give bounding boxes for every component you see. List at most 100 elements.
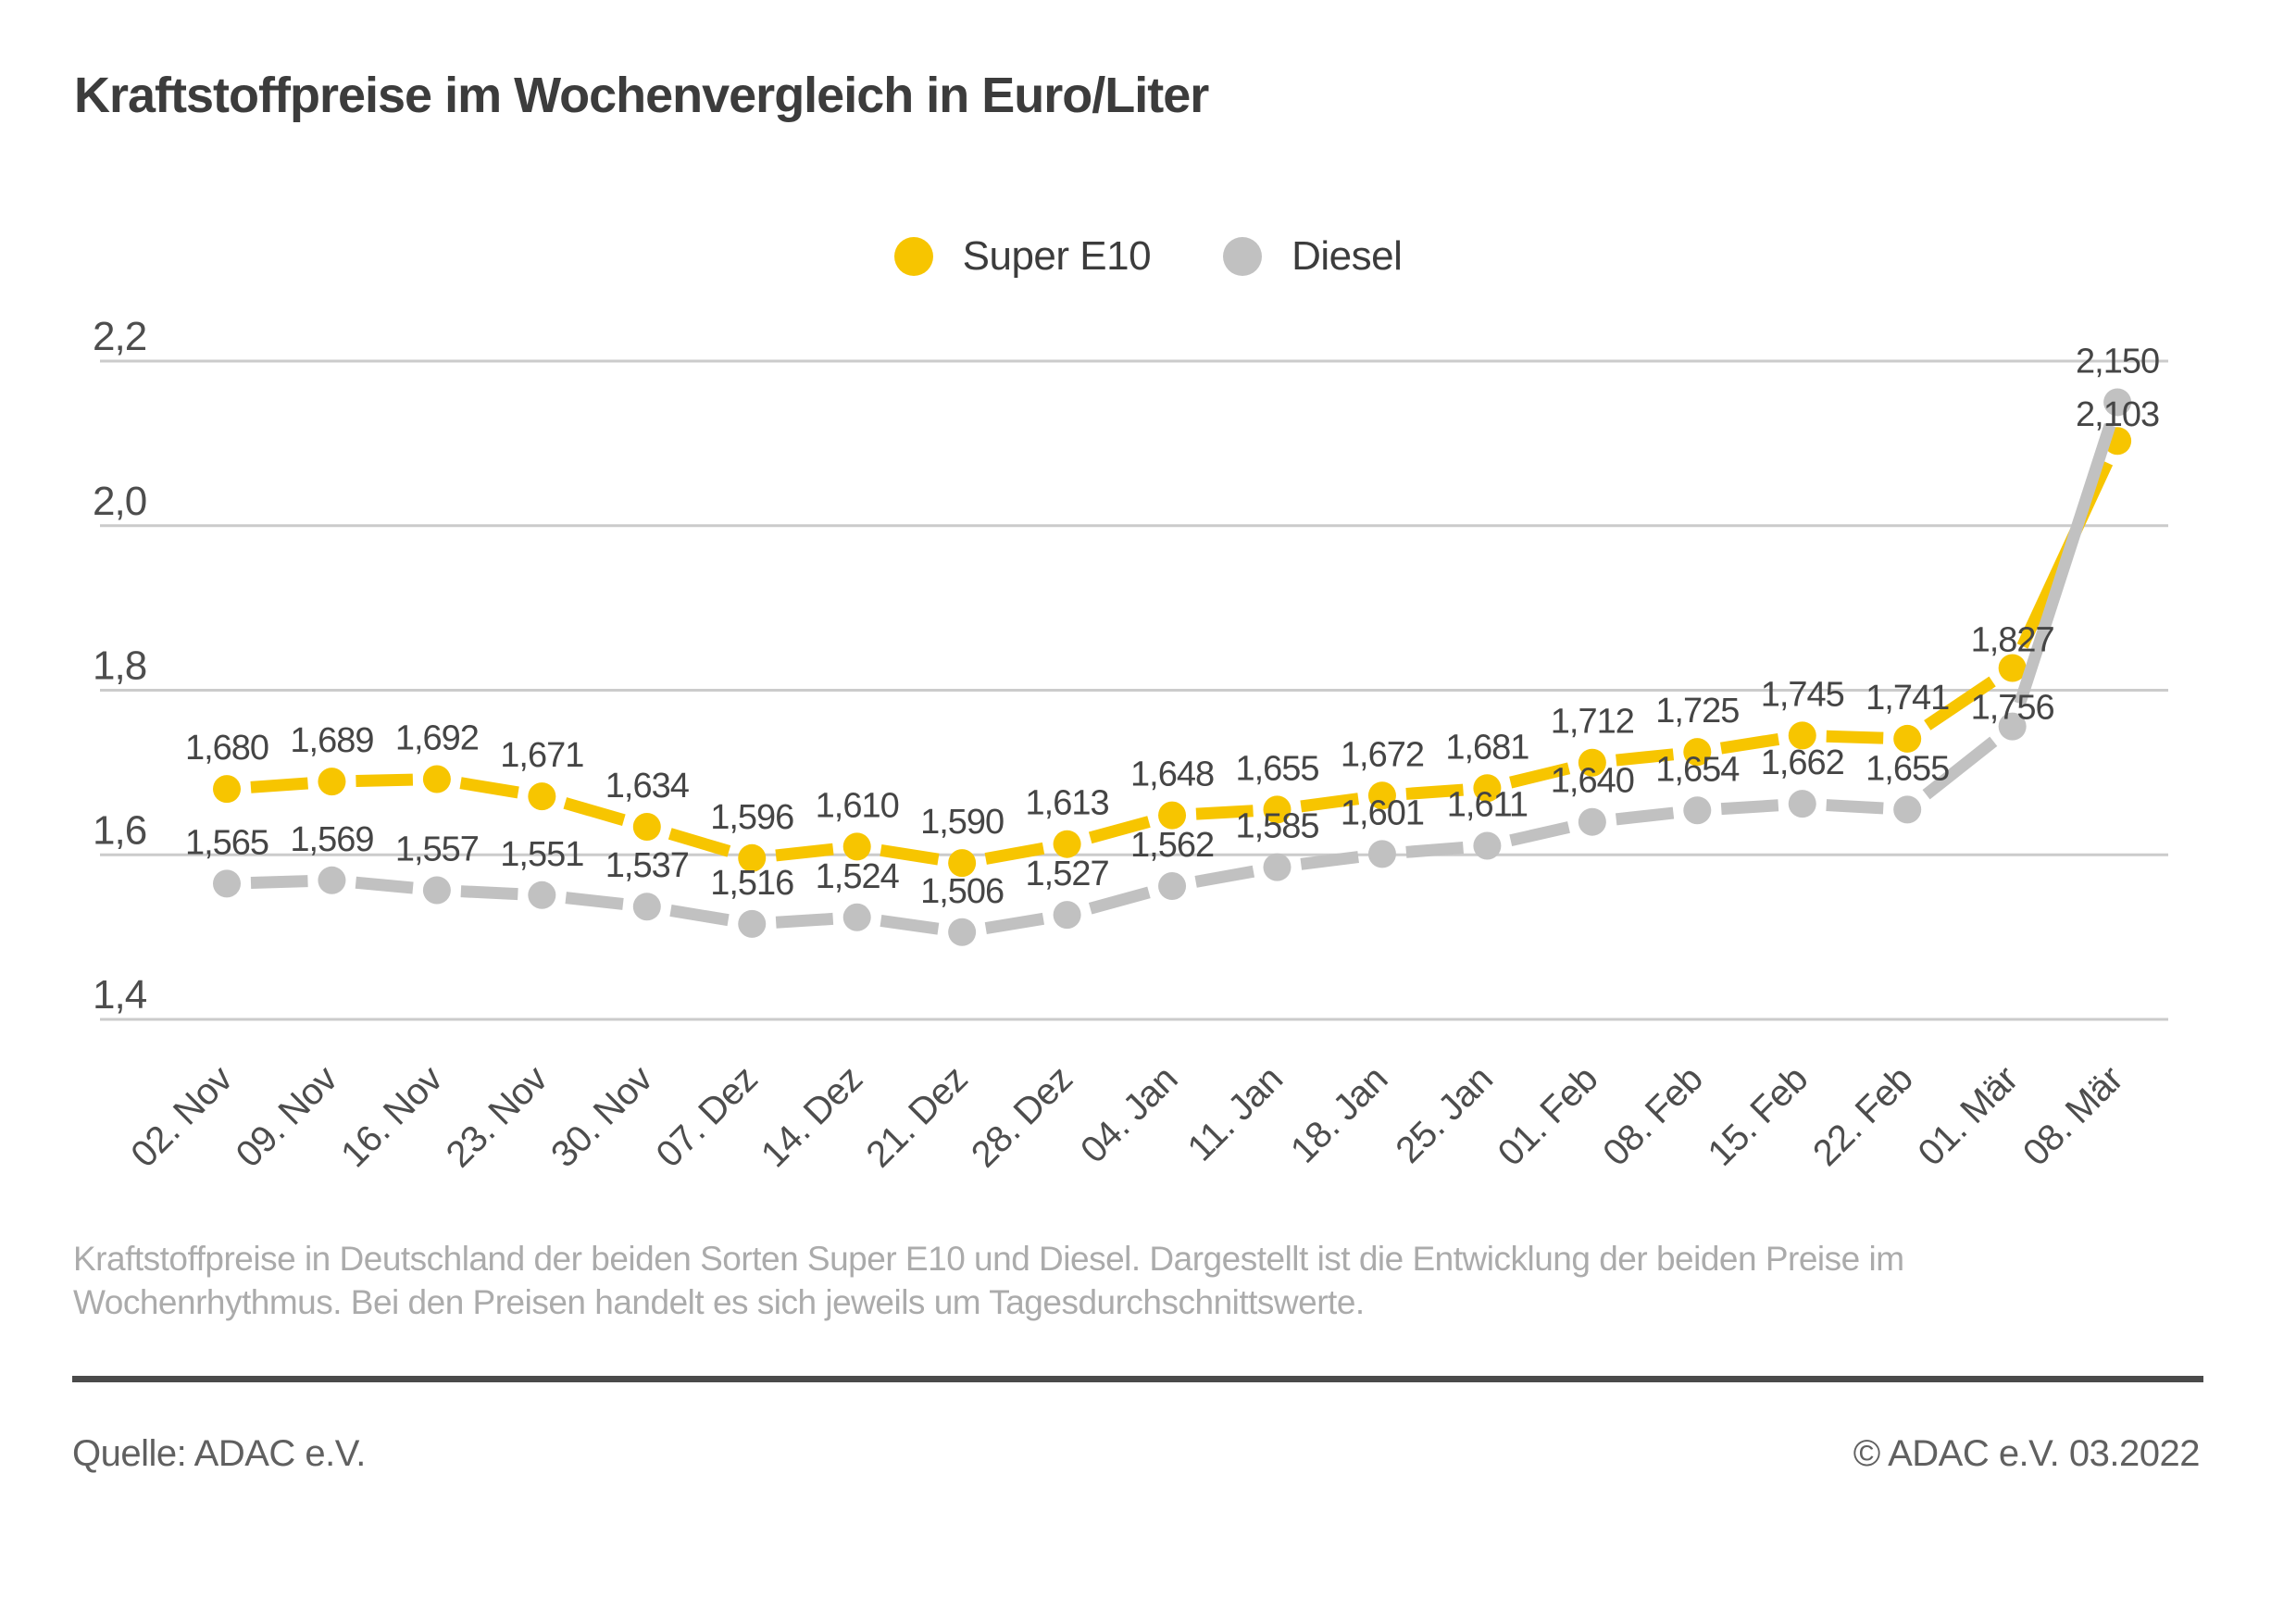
value-label: 1,671 [500, 736, 583, 775]
line-segment [1300, 851, 1359, 870]
x-tick-label: 08. Feb [1595, 1058, 1711, 1174]
x-tick-label: 01. Feb [1491, 1058, 1606, 1174]
line-segment [1088, 886, 1151, 915]
data-point-dot [1367, 781, 1396, 810]
data-point-dot [1263, 853, 1292, 881]
line-segment [356, 773, 414, 788]
line-segment [984, 842, 1045, 865]
value-label: 1,585 [1235, 807, 1318, 846]
line-segment [565, 892, 624, 910]
data-point-dot [528, 880, 556, 909]
value-label: 1,827 [1971, 621, 2054, 660]
value-labels-super-e10: 1,680 1,689 1,692 1,671 1,634 1,596 1,610 1,590… [185, 395, 2160, 842]
x-tick-label: 08. Mär [2015, 1058, 2131, 1174]
value-label: 1,655 [1866, 749, 1949, 788]
line-segment [775, 912, 834, 929]
value-label: 1,524 [816, 857, 900, 896]
line-segment [984, 912, 1044, 934]
line-segment [1616, 748, 1675, 767]
x-tick-label: 11. Jan [1180, 1058, 1291, 1168]
x-tick-label: 14. Dez [754, 1058, 870, 1175]
line-segment [1720, 799, 1779, 816]
data-point-dot [213, 775, 241, 804]
value-label: 1,654 [1655, 750, 1740, 789]
diesel-marker-icon [1223, 237, 1263, 276]
legend-label-super-e10: Super E10 [962, 233, 1152, 279]
data-point-dot [1683, 738, 1712, 767]
data-point-dot [632, 893, 661, 921]
footer: Quelle: ADAC e.V. © ADAC e.V. 03.2022 [72, 1433, 2201, 1475]
line-segment [1194, 865, 1255, 888]
x-tick-label: 04. Jan [1073, 1058, 1185, 1170]
value-label: 1,569 [290, 820, 373, 859]
caption-line-1: Kraftstoffpreise in Deutschland der beid… [73, 1240, 1904, 1278]
value-label: 1,662 [1761, 743, 1844, 782]
line-segment [1719, 732, 1780, 755]
data-point-dot [422, 765, 451, 793]
y-tick-label: 1,6 [93, 807, 146, 853]
data-point-dot [1998, 654, 2027, 682]
value-label: 1,565 [185, 823, 268, 862]
data-point-dot [1683, 796, 1712, 825]
data-point-dot [2103, 388, 2132, 417]
line-segment [1405, 842, 1464, 858]
y-tick-label: 1,8 [93, 643, 146, 689]
value-label: 1,610 [816, 786, 899, 825]
caption-line-2: Wochenrhythmus. Bei den Preisen handelt … [73, 1283, 1365, 1321]
value-label: 1,680 [185, 729, 268, 768]
x-tick-label: 07. Dez [648, 1058, 765, 1175]
line-segment [250, 777, 308, 793]
source-note: Quelle: ADAC e.V. [72, 1433, 366, 1474]
line-segment [1922, 736, 1998, 800]
line-segment [1615, 806, 1675, 826]
x-tick-label: 16. Nov [333, 1058, 450, 1175]
line-segment [880, 843, 940, 866]
legend-label-diesel: Diesel [1292, 233, 1403, 279]
value-label: 1,601 [1341, 793, 1424, 832]
y-axis: 2,2 2,0 1,8 1,6 1,4 [93, 315, 2168, 1021]
value-label: 1,516 [710, 864, 793, 903]
x-tick-label: 01. Mär [1910, 1058, 2026, 1174]
data-point-dot [422, 876, 451, 905]
value-label: 1,640 [1551, 762, 1634, 801]
line-segment [250, 875, 308, 890]
data-point-dot [948, 849, 977, 878]
data-point-dot [1578, 807, 1606, 836]
value-label: 1,506 [920, 872, 1004, 911]
line-segment [775, 843, 834, 862]
data-point-dot [738, 909, 767, 938]
line-segment [1088, 816, 1151, 844]
value-label: 1,741 [1866, 679, 1949, 718]
line-segment [563, 797, 626, 827]
data-point-dot [1788, 721, 1816, 750]
y-tick-label: 2,0 [93, 479, 146, 524]
x-tick-label: 15. Feb [1701, 1058, 1816, 1174]
line-segment [460, 885, 518, 901]
x-tick-label: 23. Nov [439, 1058, 555, 1175]
value-label: 1,527 [1026, 855, 1109, 893]
data-point-dot [1263, 795, 1292, 824]
data-point-dot [1158, 801, 1187, 830]
data-point-dot [318, 768, 346, 796]
value-label: 1,551 [500, 835, 583, 874]
value-label: 1,725 [1655, 692, 1739, 731]
legend-item-diesel: Diesel [1223, 233, 1403, 280]
line-segment [1195, 805, 1254, 820]
value-label: 1,537 [605, 846, 689, 885]
data-point-dot [948, 918, 977, 946]
series-diesel [213, 388, 2132, 946]
value-label: 1,557 [395, 830, 479, 868]
value-label: 1,672 [1341, 735, 1424, 774]
data-point-dot [318, 866, 346, 894]
x-tick-label: 22. Feb [1805, 1058, 1921, 1174]
value-labels-diesel: 1,565 1,569 1,557 1,551 1,537 1,516 1,524 1,506… [185, 342, 2160, 911]
super-e10-marker-icon [893, 237, 933, 276]
data-point-dot [632, 813, 661, 842]
value-label: 1,745 [1761, 675, 1844, 714]
line-segment [669, 905, 730, 927]
y-tick-label: 1,4 [93, 972, 147, 1018]
line-segment [1509, 762, 1571, 789]
value-label: 1,590 [920, 803, 1004, 842]
